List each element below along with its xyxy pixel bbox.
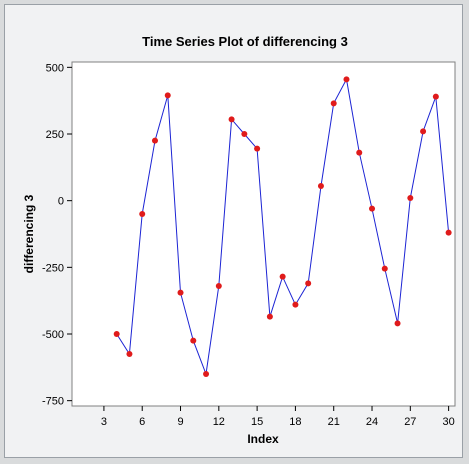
data-point [292, 301, 299, 308]
data-point [407, 195, 414, 201]
y-tick-label: 500 [46, 62, 64, 74]
x-tick-label: 6 [139, 416, 145, 428]
data-point [190, 337, 197, 344]
data-point [381, 265, 388, 272]
data-point [420, 128, 427, 135]
data-point [177, 289, 184, 296]
y-tick-label: 250 [46, 129, 64, 141]
data-point [279, 273, 286, 280]
x-axis-label: Index [247, 432, 279, 446]
x-tick-label: 27 [404, 416, 416, 428]
data-point [254, 145, 261, 152]
y-tick-label: -500 [42, 329, 64, 341]
data-point [203, 371, 210, 377]
series-layer [113, 76, 452, 377]
y-axis-label: differencing 3 [22, 194, 36, 273]
data-point [241, 131, 248, 137]
data-point [445, 229, 452, 236]
y-tick-label: 0 [58, 196, 64, 208]
y-tick-label: -250 [42, 262, 64, 274]
data-point [266, 313, 273, 320]
data-point [126, 351, 133, 357]
data-point [164, 92, 171, 99]
x-tick-label: 3 [101, 416, 107, 428]
y-tick-label: -750 [42, 396, 64, 408]
data-point [394, 320, 401, 327]
x-tick-label: 15 [251, 416, 263, 428]
data-point [369, 205, 376, 212]
data-point [305, 280, 312, 287]
data-point [113, 331, 120, 337]
axis-ticks: 3 6 9 12 15 18 21 24 27 30 500 250 0 -250 -500 -750 [42, 62, 455, 428]
data-point [317, 183, 324, 189]
chart-title: Time Series Plot of differencing 3 [142, 34, 348, 49]
x-tick-label: 9 [177, 416, 183, 428]
x-tick-label: 21 [328, 416, 340, 428]
data-point [356, 149, 363, 156]
data-point [215, 283, 222, 289]
data-point [343, 76, 350, 83]
x-tick-label: 30 [442, 416, 454, 428]
data-point [228, 116, 235, 123]
x-tick-label: 18 [289, 416, 301, 428]
x-tick-label: 12 [213, 416, 225, 428]
data-point [139, 211, 146, 217]
data-point [432, 93, 439, 100]
x-tick-label: 24 [366, 416, 378, 428]
data-point [330, 100, 337, 107]
data-point [151, 137, 158, 144]
